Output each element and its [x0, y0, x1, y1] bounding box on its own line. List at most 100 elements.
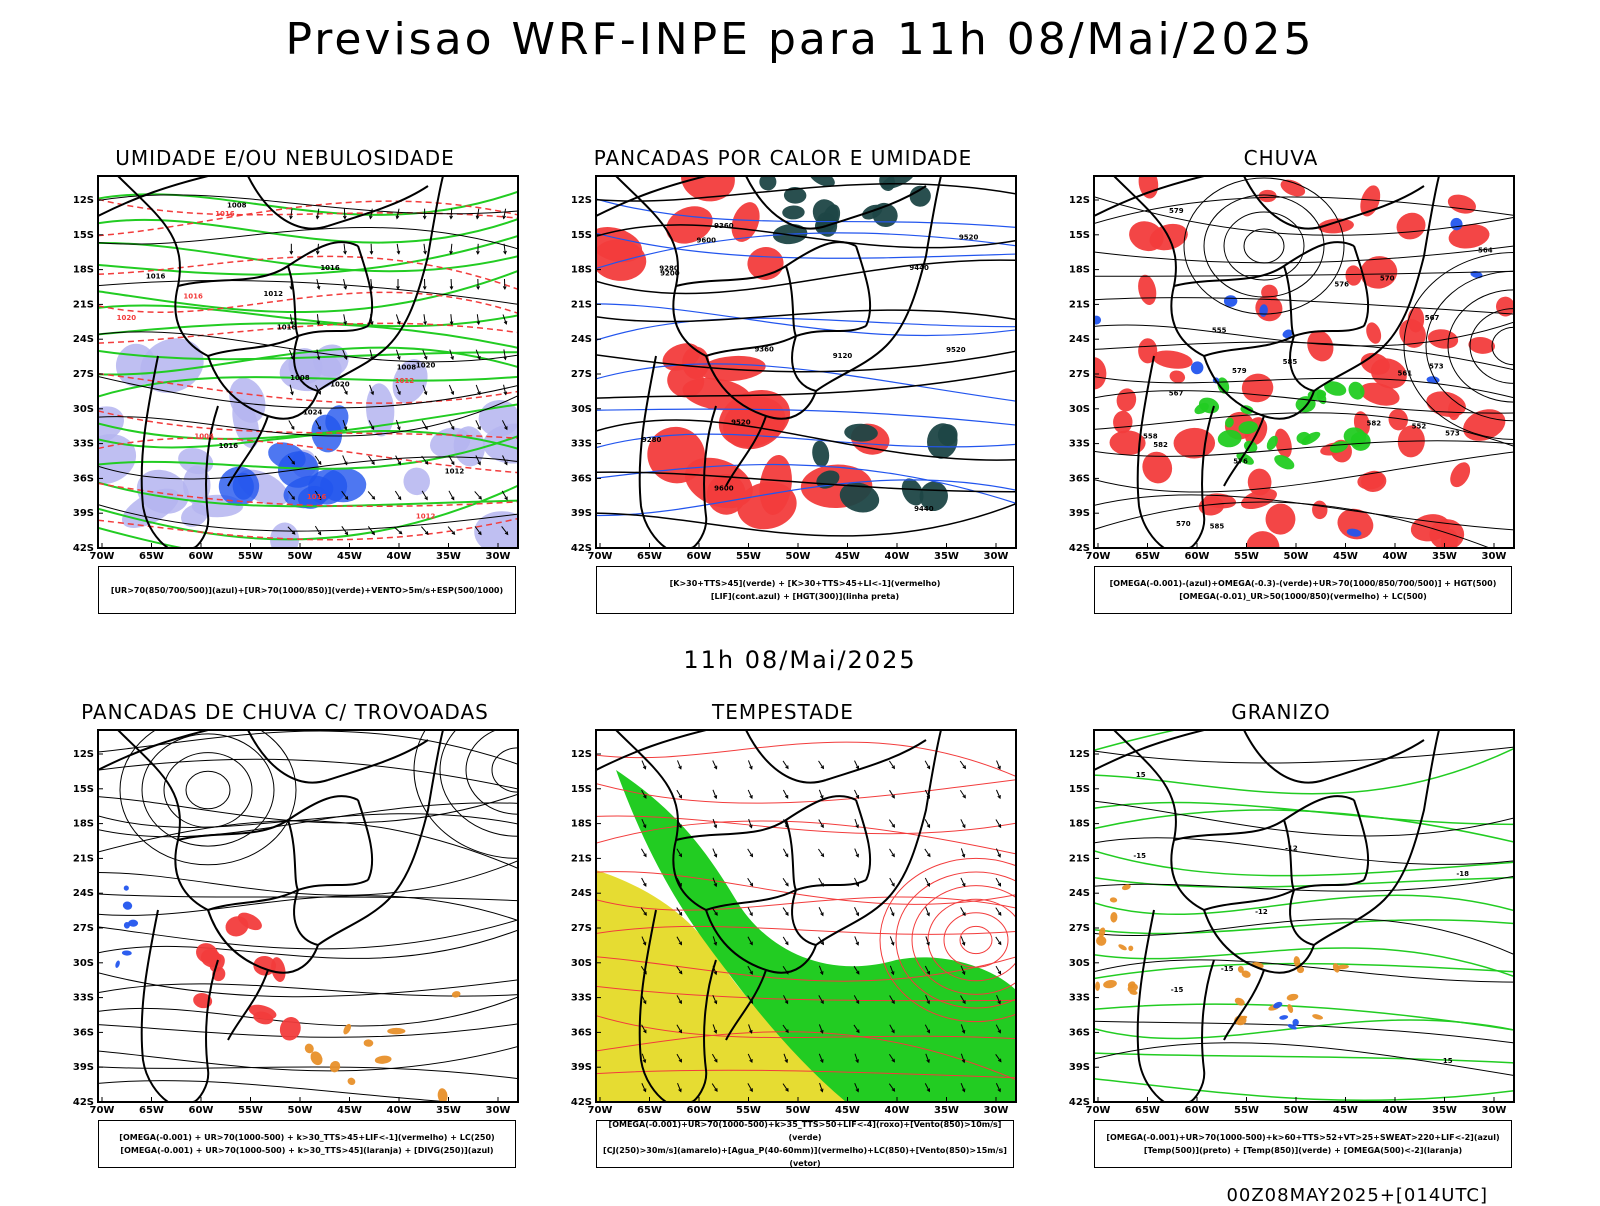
contour-label: 1008 [397, 364, 417, 372]
lon-tick-label: 30W [486, 1105, 511, 1116]
lat-tick-label: 30S [73, 958, 94, 969]
lat-tick-label: 15S [73, 230, 94, 241]
panel-title: TEMPESTADE [548, 700, 1018, 724]
contour-label: -15 [1221, 965, 1234, 973]
lon-tick-label: 40W [885, 551, 910, 562]
panel-title: UMIDADE E/OU NEBULOSIDADE [50, 146, 520, 170]
lat-tick-label: 27S [1069, 923, 1090, 934]
lon-tick-label: 50W [288, 1105, 313, 1116]
legend-line: [LIF](cont.azul) + [HGT(300)](linha pret… [597, 590, 1013, 603]
contour-label: 1008 [290, 374, 310, 382]
contour-label: 555 [1212, 326, 1227, 334]
lat-tick-label: 21S [73, 299, 94, 310]
lat-tick-label: 30S [73, 404, 94, 415]
lat-tick-label: 33S [571, 439, 592, 450]
contour-label: -15 [1171, 986, 1184, 994]
lat-tick-label: 33S [571, 993, 592, 1004]
panel-umidade: UMIDADE E/OU NEBULOSIDADE 1016 1016 1016 101… [50, 146, 520, 646]
lat-tick-label: 12S [73, 749, 94, 760]
lat-tick-label: 27S [571, 369, 592, 380]
lon-tick-label: 65W [139, 551, 164, 562]
contour-label: 1016 [183, 293, 203, 301]
lat-tick-label: 21S [1069, 853, 1090, 864]
contour-label: 9360 [754, 345, 774, 353]
lat-tick-label: 30S [1069, 404, 1090, 415]
lat-tick-label: 15S [571, 230, 592, 241]
lat-tick-label: 33S [1069, 439, 1090, 450]
contour-label: 570 [1176, 520, 1191, 528]
panel-title: PANCADAS DE CHUVA C/ TROVOADAS [50, 700, 520, 724]
lon-tick-label: 70W [588, 551, 613, 562]
lon-tick-label: 70W [90, 1105, 115, 1116]
contour-label: 564 [1478, 247, 1493, 255]
lat-tick-label: 24S [73, 888, 94, 899]
lon-tick-label: 45W [835, 1105, 860, 1116]
contour-label: 9440 [909, 264, 929, 272]
lat-tick-label: 18S [1069, 819, 1090, 830]
lon-tick-label: 65W [637, 551, 662, 562]
contour-label: -15 [1133, 852, 1146, 860]
contour-label: 1016 [146, 273, 166, 281]
legend-line: [OMEGA(-0.01)_UR>50(1000/850)(vermelho) … [1095, 590, 1511, 603]
contour-label: 558 [1143, 432, 1158, 440]
lon-tick-label: 35W [436, 551, 461, 562]
lat-tick-label: 21S [73, 853, 94, 864]
contour-label: 567 [1169, 390, 1184, 398]
lon-tick-label: 40W [1383, 551, 1408, 562]
page-title: Previsao WRF-INPE para 11h 08/Mai/2025 [0, 14, 1600, 65]
lon-tick-label: 55W [238, 551, 263, 562]
contour-label: 1012 [416, 513, 436, 521]
panel-title: CHUVA [1046, 146, 1516, 170]
lat-tick-label: 24S [73, 334, 94, 345]
contour-label: 9600 [714, 484, 734, 492]
lon-tick-label: 65W [637, 1105, 662, 1116]
contour-label: 582 [1153, 441, 1168, 449]
lat-tick-label: 12S [1069, 749, 1090, 760]
legend-line: [OMEGA(-0.001) + UR>70(1000-500) + k>30_… [99, 1144, 515, 1157]
contour-label: 570 [1380, 275, 1395, 283]
lat-tick-label: 39S [1069, 508, 1090, 519]
lat-tick-label: 36S [571, 1027, 592, 1038]
legend-line: [OMEGA(-0.001) + UR>70(1000-500) + k>30_… [99, 1131, 515, 1144]
lon-tick-label: 50W [288, 551, 313, 562]
legend-line: [OMEGA(-0.001)+UR>70(1000-500)+k>60+TTS>… [1095, 1131, 1511, 1144]
legend-line: [OMEGA(-0.001)-(azul)+OMEGA(-0.3)-(verde… [1095, 577, 1511, 590]
legend-box: [OMEGA(-0.001)+UR>70(1000-500)+k>35_TTS>… [596, 1120, 1014, 1168]
lon-tick-label: 70W [588, 1105, 613, 1116]
lat-tick-label: 36S [571, 473, 592, 484]
contour-label: 1020 [117, 314, 137, 322]
lat-tick-label: 30S [571, 958, 592, 969]
lat-tick-label: 24S [1069, 334, 1090, 345]
divergence-area [124, 922, 130, 929]
lon-tick-label: 35W [436, 1105, 461, 1116]
contour-label: 1012 [395, 377, 415, 385]
contour-label: 573 [1429, 362, 1444, 370]
contour-label: 585 [1210, 522, 1225, 530]
contour-label: 15 [1136, 771, 1146, 779]
lon-tick-label: 30W [486, 551, 511, 562]
lon-tick-label: 70W [1086, 551, 1111, 562]
lon-tick-label: 70W [1086, 1105, 1111, 1116]
contour-label: 9120 [833, 352, 853, 360]
lat-tick-label: 21S [571, 299, 592, 310]
lat-tick-label: 39S [73, 1062, 94, 1073]
lon-tick-label: 55W [238, 1105, 263, 1116]
contour-label: 1016 [215, 210, 235, 218]
lon-tick-label: 50W [786, 551, 811, 562]
lat-tick-label: 18S [73, 265, 94, 276]
lon-tick-label: 60W [687, 1105, 712, 1116]
lat-tick-label: 36S [73, 1027, 94, 1038]
lon-tick-label: 30W [984, 551, 1009, 562]
contour-label: 579 [1232, 367, 1247, 375]
contour-label: 9520 [959, 234, 979, 242]
legend-line: [K>30+TTS>45](verde) + [K>30+TTS>45+LI<-… [597, 577, 1013, 590]
lon-tick-label: 40W [387, 551, 412, 562]
lat-tick-label: 12S [571, 749, 592, 760]
lat-tick-label: 12S [1069, 195, 1090, 206]
lat-tick-label: 39S [73, 508, 94, 519]
lat-tick-label: 15S [571, 784, 592, 795]
lat-tick-label: 21S [571, 853, 592, 864]
